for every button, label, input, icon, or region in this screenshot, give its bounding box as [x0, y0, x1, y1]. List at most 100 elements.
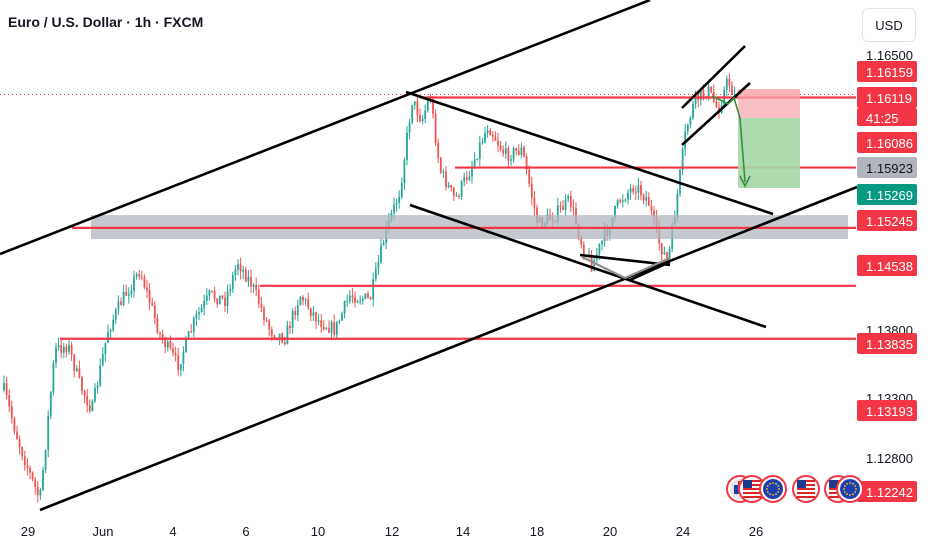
candle — [515, 147, 518, 156]
candle — [156, 314, 159, 335]
candle — [307, 292, 310, 311]
candle — [112, 314, 115, 333]
x-tick-label: 10 — [311, 524, 325, 539]
candle — [517, 144, 520, 156]
candle — [317, 313, 320, 325]
candle — [621, 194, 624, 208]
candle — [143, 274, 146, 290]
candle — [619, 198, 622, 204]
y-tick-label: 1.16500 — [866, 48, 913, 63]
candle — [237, 259, 239, 276]
candle — [473, 151, 476, 170]
candle — [221, 294, 224, 300]
candle — [242, 265, 245, 280]
candle — [70, 341, 73, 361]
candle — [302, 295, 304, 306]
candle — [153, 300, 156, 325]
candle — [367, 290, 369, 300]
candle — [309, 307, 312, 322]
candle — [351, 287, 354, 304]
candle — [289, 321, 291, 335]
candle — [29, 465, 31, 480]
candle — [60, 339, 63, 358]
candle — [21, 446, 24, 461]
chart-title: Euro / U.S. Dollar · 1h · FXCM — [8, 14, 204, 30]
candle — [320, 314, 323, 333]
price-label: 1.16086 — [857, 132, 917, 153]
candle — [458, 193, 460, 200]
candle — [491, 131, 494, 142]
candle — [512, 146, 515, 163]
currency-button[interactable]: USD — [862, 8, 916, 42]
candle — [26, 458, 29, 476]
candle — [369, 296, 372, 300]
candle — [400, 177, 403, 200]
price-label-text: 1.13835 — [866, 337, 913, 352]
us-flag-icon — [792, 475, 820, 503]
candle — [161, 329, 164, 344]
pattern-line — [581, 256, 626, 279]
candle — [255, 277, 258, 297]
candle — [88, 399, 91, 414]
candle — [642, 193, 645, 205]
candle — [62, 342, 65, 359]
candle — [13, 416, 16, 435]
candle — [484, 126, 486, 144]
candle — [346, 294, 349, 308]
stop-zone-lower — [738, 98, 800, 118]
candle — [406, 126, 408, 166]
candle — [213, 286, 216, 303]
price-label-text: 1.15923 — [866, 161, 913, 176]
price-label-text: 1.15245 — [866, 214, 913, 229]
x-tick-label: 18 — [530, 524, 544, 539]
y-tick-label: 1.12800 — [866, 451, 913, 466]
candle — [65, 343, 68, 358]
candle — [190, 323, 193, 334]
candle — [104, 342, 107, 362]
candle — [442, 168, 445, 178]
price-label-text: 41:25 — [866, 111, 899, 126]
candle — [637, 177, 640, 200]
candle — [361, 295, 364, 305]
candle — [419, 108, 421, 123]
candle — [174, 346, 177, 362]
candle — [502, 145, 505, 158]
candle — [447, 181, 450, 189]
candle — [504, 141, 507, 159]
candle — [398, 190, 401, 209]
trend-line — [681, 45, 746, 109]
candle — [148, 283, 151, 311]
trend-drawings — [0, 0, 858, 512]
candle — [356, 299, 359, 304]
candle — [244, 266, 247, 283]
candle — [572, 199, 575, 216]
price-label-text: 1.12242 — [866, 485, 913, 500]
trend-line — [0, 0, 651, 256]
candle — [49, 390, 52, 420]
candle — [411, 104, 414, 125]
projection-arrow — [711, 95, 746, 183]
candle — [559, 201, 562, 214]
candle — [463, 172, 466, 187]
candle — [192, 316, 195, 337]
candle — [601, 239, 603, 251]
event-icons — [726, 475, 864, 503]
candle — [34, 476, 37, 495]
x-tick-label: 12 — [385, 524, 399, 539]
candle — [107, 324, 109, 344]
candle — [187, 330, 190, 338]
candle — [286, 320, 289, 345]
candle — [94, 383, 96, 403]
candle — [450, 184, 453, 192]
candle — [8, 389, 11, 413]
candle — [291, 308, 294, 334]
candle — [78, 360, 81, 379]
candle — [200, 304, 203, 313]
candle — [127, 287, 130, 304]
candle — [341, 311, 343, 322]
candle — [681, 146, 684, 176]
candle — [523, 145, 525, 158]
candle — [166, 338, 169, 352]
candle — [616, 198, 619, 209]
